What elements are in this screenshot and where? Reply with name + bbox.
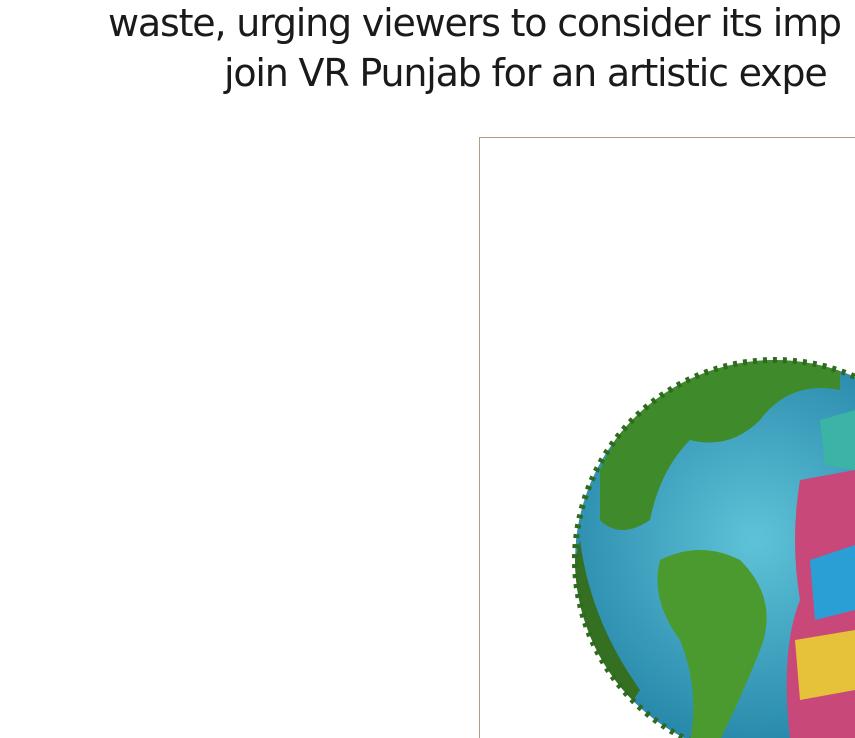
artwork (0, 0, 855, 738)
page: waste, urging viewers to consider its im… (0, 0, 855, 738)
